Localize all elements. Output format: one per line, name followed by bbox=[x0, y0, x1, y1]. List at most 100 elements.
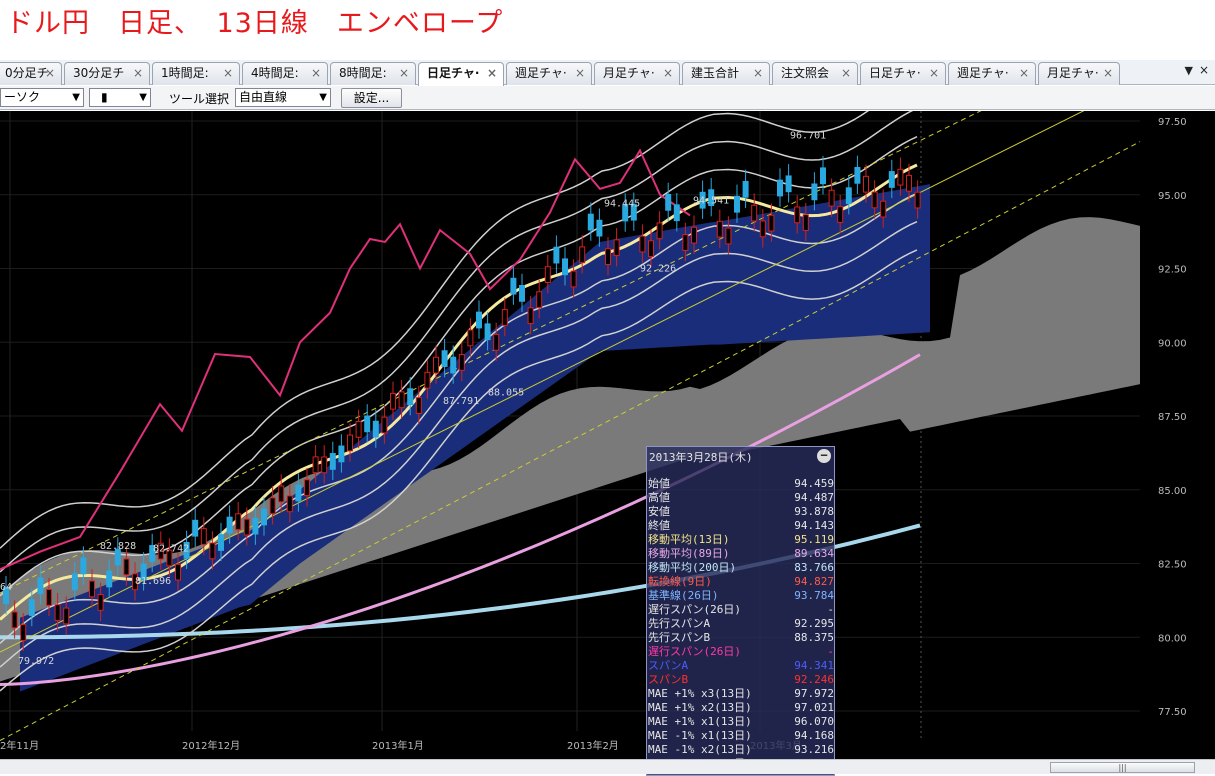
candle-body bbox=[338, 445, 345, 463]
tab-8[interactable]: 月足チャ· × bbox=[594, 62, 680, 85]
close-icon[interactable]: × bbox=[44, 66, 55, 80]
data-window-tooltip: 2013年3月28日(木) − 始値 94.459 高値 94.487 安値 93.878… bbox=[646, 446, 835, 776]
tooltip-row: MAE -1% x2(13日) 93.216 bbox=[648, 743, 834, 757]
tab-3[interactable]: 1時間足: × bbox=[152, 62, 240, 85]
trendline bbox=[0, 111, 1085, 653]
candle-body bbox=[381, 416, 388, 434]
candle-body bbox=[888, 171, 895, 188]
chevron-down-icon: ▼ bbox=[319, 92, 327, 103]
candle-body bbox=[587, 213, 594, 231]
close-icon[interactable]: × bbox=[840, 66, 851, 80]
candle-body bbox=[734, 195, 740, 213]
close-icon[interactable]: × bbox=[486, 66, 497, 80]
candle-body bbox=[114, 548, 121, 566]
candle-body bbox=[243, 518, 250, 536]
close-icon[interactable]: × bbox=[662, 66, 673, 80]
candle-body bbox=[89, 580, 95, 598]
candle-body bbox=[54, 604, 61, 622]
close-icon[interactable]: × bbox=[574, 66, 585, 80]
tab-12[interactable]: 週足チャ· × bbox=[948, 62, 1036, 85]
candle-body bbox=[811, 183, 818, 201]
candle-body bbox=[639, 235, 646, 253]
tab-list-dropdown-icon[interactable]: ▼ bbox=[1184, 64, 1193, 77]
candle-body bbox=[484, 323, 491, 341]
candle-body bbox=[398, 391, 405, 409]
candle-body bbox=[441, 350, 448, 367]
drawing-tool-value: 自由直線 bbox=[239, 90, 288, 104]
tab-13[interactable]: 月足チャ· × bbox=[1038, 62, 1120, 85]
horizontal-scrollbar[interactable]: ||| bbox=[0, 759, 1215, 774]
tab-label: 日足チャ· bbox=[427, 66, 480, 80]
tab-7[interactable]: 週足チャ· × bbox=[506, 62, 592, 85]
tab-11[interactable]: 日足チャ· × bbox=[860, 62, 946, 85]
close-icon[interactable]: × bbox=[222, 66, 233, 80]
candle-body bbox=[450, 356, 457, 374]
candle-body bbox=[493, 333, 500, 351]
tooltip-row-value: 93.216 bbox=[794, 743, 834, 756]
tooltip-row-label: 先行スパンA bbox=[648, 617, 711, 630]
settings-button[interactable]: 設定... bbox=[341, 88, 402, 108]
close-icon[interactable]: × bbox=[1018, 66, 1029, 80]
candle-body bbox=[622, 204, 629, 222]
chart-tab-bar: 0分足チ × 30分足チ × 1時間足: × 4時間足: × 8時間足: × 日足チャ· × 週足チャ·… bbox=[0, 60, 1215, 86]
candle-body bbox=[656, 222, 663, 240]
tab-9[interactable]: 建玉合計 × bbox=[682, 62, 770, 85]
tab-2[interactable]: 30分足チ × bbox=[64, 62, 150, 85]
tooltip-row: 移動平均(13日) 95.119 bbox=[648, 533, 834, 547]
candle-body bbox=[304, 479, 310, 497]
candle-body bbox=[3, 587, 9, 605]
candle-body bbox=[562, 258, 568, 276]
tab-6[interactable]: 日足チャ· × bbox=[418, 62, 504, 86]
candle-body bbox=[648, 240, 654, 258]
tab-label: 月足チャ· bbox=[603, 66, 655, 80]
daily-candlestick-chart[interactable]: 97.50 95.00 92.50 90.00 87.50 85.00 82.50 80.00… bbox=[0, 111, 1215, 776]
candle-body bbox=[407, 388, 414, 406]
tooltip-row: 遅行スパン(26日) - bbox=[648, 645, 834, 659]
candle-body bbox=[802, 214, 809, 231]
scrollbar-thumb[interactable]: ||| bbox=[1050, 762, 1195, 773]
close-icon[interactable]: × bbox=[752, 66, 763, 80]
candle-body bbox=[97, 594, 104, 611]
close-icon[interactable]: × bbox=[928, 66, 939, 80]
drawing-tool-select[interactable]: 自由直線 ▼ bbox=[235, 88, 331, 107]
tab-10[interactable]: 注文照会 × bbox=[772, 62, 858, 85]
candle-body bbox=[837, 206, 844, 223]
close-icon[interactable]: × bbox=[132, 66, 143, 80]
tab-5[interactable]: 8時間足: × bbox=[330, 62, 416, 85]
tab-label: 週足チャ· bbox=[957, 66, 1009, 80]
close-icon[interactable]: × bbox=[398, 66, 409, 80]
tooltip-row-value: 94.143 bbox=[794, 519, 834, 532]
tooltip-row-value: 97.972 bbox=[794, 687, 834, 700]
price-annotation: 79.972 bbox=[18, 656, 54, 667]
candle-body bbox=[312, 456, 319, 474]
tooltip-row-label: 安値 bbox=[648, 505, 670, 518]
tab-label: 8時間足: bbox=[339, 66, 387, 80]
time-axis-label: 2013年2月 bbox=[567, 739, 619, 752]
candle-body bbox=[175, 563, 181, 581]
tooltip-row-label: 遅行スパン(26日) bbox=[648, 645, 742, 658]
tab-1[interactable]: 0分足チ × bbox=[0, 62, 62, 85]
candle-style-select[interactable]: ▮ ▼ bbox=[89, 88, 151, 107]
candle-body bbox=[11, 611, 18, 629]
close-icon[interactable]: × bbox=[1102, 66, 1113, 80]
price-annotation: 81.696 bbox=[135, 576, 171, 587]
close-icon[interactable]: × bbox=[310, 66, 321, 80]
ma13-line bbox=[0, 163, 918, 621]
tooltip-row-label: スパンB bbox=[648, 673, 689, 686]
chart-type-select[interactable]: ーソク ▼ bbox=[0, 88, 84, 107]
close-tab-icon[interactable]: × bbox=[1198, 63, 1209, 77]
tab-label: 0分足チ bbox=[5, 66, 49, 80]
tab-4[interactable]: 4時間足: × bbox=[242, 62, 328, 85]
candle-body bbox=[329, 453, 336, 470]
chart-canvas[interactable]: 97.50 95.00 92.50 90.00 87.50 85.00 82.50 80.00… bbox=[0, 111, 1215, 759]
minimize-icon[interactable]: − bbox=[817, 449, 831, 463]
candle-body bbox=[579, 246, 586, 264]
tooltip-row-value: 94.341 bbox=[794, 659, 834, 672]
tab-label: 週足チャ· bbox=[515, 66, 567, 80]
candle-body bbox=[28, 599, 35, 616]
envelope-band bbox=[0, 111, 870, 549]
tooltip-row-value: 92.246 bbox=[794, 673, 834, 686]
tooltip-row-label: MAE -1% x2(13日) bbox=[648, 743, 752, 756]
tooltip-row: MAE +1% x2(13日) 97.021 bbox=[648, 701, 834, 715]
time-axis-label: 2012年12月 bbox=[182, 739, 240, 752]
